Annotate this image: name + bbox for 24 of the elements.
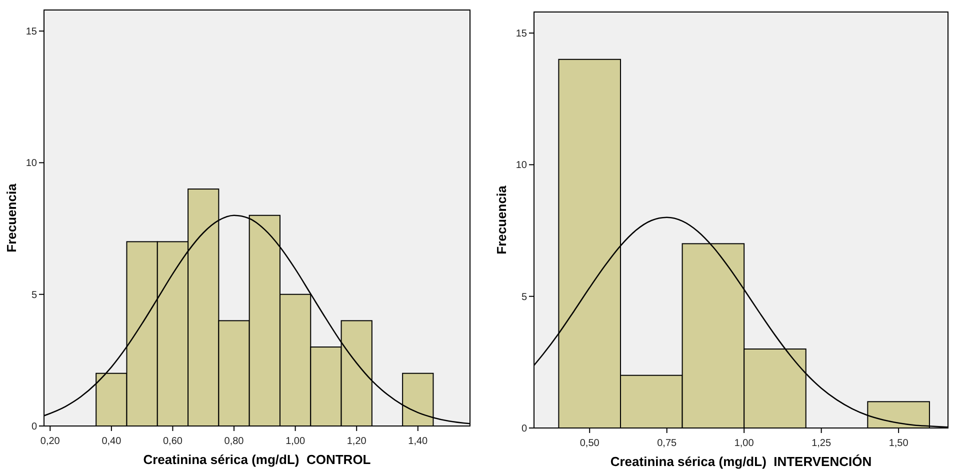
y-tick-label: 0 [31, 422, 38, 432]
x-tick-label: 0,50 [580, 438, 600, 449]
x-tick-label: 1,20 [346, 436, 367, 447]
x-axis-title: Creatinina sérica (mg/dL) CONTROL [143, 452, 371, 467]
y-tick-label: 15 [26, 26, 38, 38]
y-tick-label: 10 [516, 160, 528, 172]
x-tick-label: 0,80 [224, 436, 244, 447]
x-tick-label: 0,20 [40, 436, 60, 447]
x-tick-label: 1,00 [734, 438, 754, 449]
x-axis-title: Creatinina sérica (mg/dL) INTERVENCIÓN [610, 454, 872, 469]
x-tick-label: 1,25 [812, 438, 832, 449]
x-tick-label: 1,00 [286, 436, 306, 447]
x-tick-label: 0,60 [162, 436, 183, 447]
x-tick-label: 1,40 [408, 436, 428, 447]
y-tick-label: 10 [26, 158, 38, 170]
y-tick-label: 15 [516, 28, 528, 40]
x-tick-label: 0,40 [102, 436, 122, 447]
y-tick-label: 5 [521, 292, 528, 303]
y-axis-title: Frecuencia [4, 182, 19, 252]
y-tick-label: 5 [31, 290, 38, 301]
x-tick-label: 1,50 [888, 438, 909, 449]
y-axis-title: Frecuencia [494, 184, 509, 254]
x-tick-label: 0,75 [657, 438, 678, 449]
y-tick-label: 0 [521, 424, 528, 434]
